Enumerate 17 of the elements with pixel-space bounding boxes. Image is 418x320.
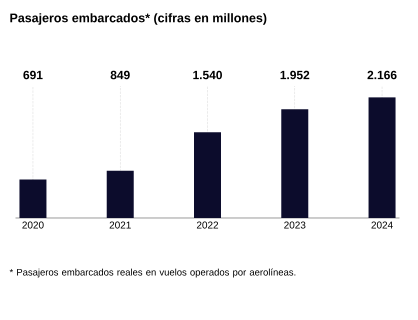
x-tick-label: 2024 xyxy=(371,222,393,229)
data-label: 849 xyxy=(110,70,130,80)
text: * Pasajeros embarcados reales en vuelos operados por aerolíneas. xyxy=(10,268,296,278)
chart-title: Pasajeros embarcados* (cifras en millones) xyxy=(10,13,266,25)
data-label: 1.540 xyxy=(193,70,222,80)
x-tick-label: 2023 xyxy=(284,222,306,229)
bar xyxy=(281,109,308,218)
bar xyxy=(368,97,396,218)
bar xyxy=(19,180,46,218)
bar xyxy=(194,132,221,218)
data-label: 1.952 xyxy=(280,70,310,80)
x-tick-label: 2022 xyxy=(196,222,218,229)
bar xyxy=(106,170,134,218)
data-label: 691 xyxy=(23,70,43,80)
x-tick-label: 2021 xyxy=(110,222,131,229)
data-label: 2.166 xyxy=(368,70,397,80)
x-tick-label: 2020 xyxy=(22,222,44,229)
